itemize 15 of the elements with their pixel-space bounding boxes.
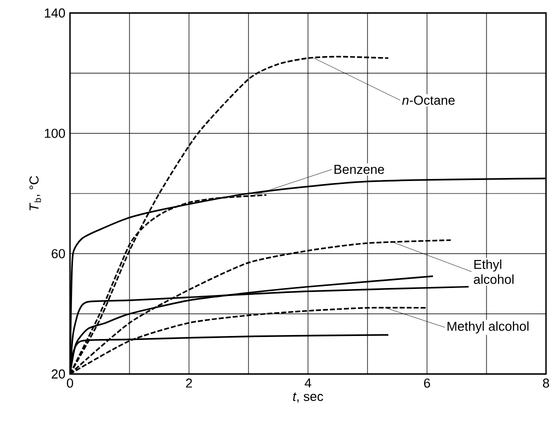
y-tick-label: 100 xyxy=(44,128,65,138)
x-axis-title: t, sec xyxy=(293,392,324,403)
x-tick-label: 6 xyxy=(424,378,430,388)
x-tick-label: 8 xyxy=(542,378,550,388)
y-axis-title: T$_{b}$, °C xyxy=(29,176,42,210)
annotation: Ethyl alcohol xyxy=(474,259,514,284)
annotation: n-Octane xyxy=(402,96,455,105)
y-tick-label: 140 xyxy=(44,8,65,18)
y-tick-label: 20 xyxy=(52,369,65,379)
x-tick-label: 4 xyxy=(304,378,312,388)
annotation: Benzene xyxy=(334,164,384,174)
annotation: Methyl alcohol xyxy=(448,321,528,334)
y-tick-label: 60 xyxy=(52,249,65,258)
x-tick-label: 0 xyxy=(66,378,74,388)
x-tick-label: 2 xyxy=(186,378,192,388)
